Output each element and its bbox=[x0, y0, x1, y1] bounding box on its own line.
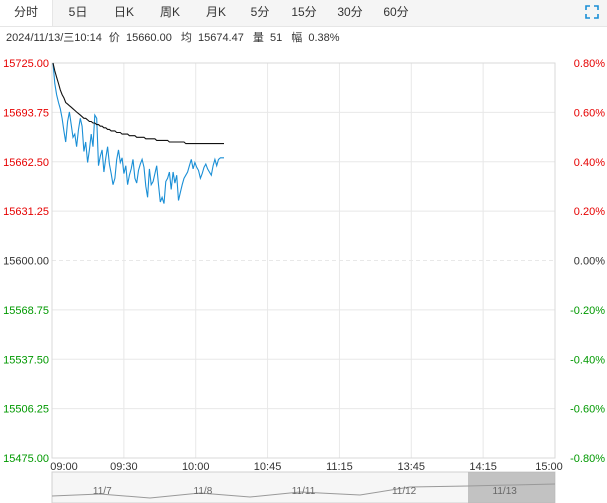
range-navigator: 11/7 11/8 11/11 11/12 11/13 bbox=[51, 471, 556, 503]
x-tick-label: 15:00 bbox=[535, 461, 563, 473]
tab-60min[interactable]: 60分 bbox=[383, 5, 409, 19]
y-tick-label-left: 15475.00 bbox=[3, 453, 49, 465]
fullscreen-icon[interactable] bbox=[585, 5, 599, 19]
navigator-mini-line bbox=[51, 483, 556, 499]
y-axis-left: 15725.00 15693.75 15662.50 15631.25 15600.00… bbox=[3, 58, 49, 465]
y-tick-label-left: 15568.75 bbox=[3, 305, 49, 317]
y-tick-label-left: 15537.50 bbox=[3, 354, 49, 366]
tab-weekly-k[interactable]: 周K bbox=[159, 5, 180, 19]
y-tick-label-left: 15725.00 bbox=[3, 58, 49, 70]
change-label: 幅 bbox=[291, 32, 303, 44]
avg-label: 均 bbox=[180, 32, 192, 44]
y-axis-right: 0.80% 0.60% 0.40% 0.20% 0.00% -0.20% -0.40% -0.… bbox=[570, 58, 605, 465]
x-axis: 09:00 09:30 10:00 10:45 11:15 13:45 14:15 15:00 bbox=[50, 461, 563, 473]
x-tick-label: 14:15 bbox=[469, 461, 497, 473]
volume-value: 51 bbox=[269, 32, 283, 44]
quote-info-bar: 2024/11/13/三10:14 价 15660.00 均 15674.47 … bbox=[0, 28, 607, 48]
y-tick-label-right: 0.60% bbox=[574, 107, 605, 119]
x-tick-label: 10:00 bbox=[182, 461, 210, 473]
y-tick-label-left: 15600.00 bbox=[3, 256, 49, 268]
y-tick-label-right: 0.80% bbox=[574, 58, 605, 70]
y-tick-label-right: 0.40% bbox=[574, 157, 605, 169]
y-tick-label-right: -0.60% bbox=[570, 404, 605, 416]
tab-monthly-k[interactable]: 月K bbox=[205, 5, 226, 19]
y-tick-label-right: 0.20% bbox=[574, 206, 605, 218]
plot-border bbox=[51, 62, 556, 459]
quote-datetime: 2024/11/13/三10:14 bbox=[6, 32, 102, 44]
chart-grid bbox=[51, 62, 556, 459]
tab-timeshare[interactable]: 分时 bbox=[0, 0, 53, 26]
x-tick-label: 10:45 bbox=[254, 461, 282, 473]
x-tick-label: 09:30 bbox=[110, 461, 138, 473]
x-tick-label: 09:00 bbox=[50, 461, 78, 473]
navigator-date-label: 11/7 bbox=[93, 486, 112, 497]
y-tick-label-right: -0.80% bbox=[570, 453, 605, 465]
tab-15min[interactable]: 15分 bbox=[291, 5, 317, 19]
y-tick-label-left: 15631.25 bbox=[3, 206, 49, 218]
price-line bbox=[52, 62, 224, 204]
avg-price-line bbox=[52, 62, 224, 145]
x-tick-label: 11:15 bbox=[326, 461, 353, 473]
tab-daily-k[interactable]: 日K bbox=[113, 5, 134, 19]
navigator-date-label: 11/13 bbox=[493, 486, 518, 497]
price-value: 15660.00 bbox=[125, 32, 172, 44]
period-tabs: 分时 5日 日K 周K 月K 5分 15分 30分 60分 bbox=[0, 0, 607, 27]
timeshare-chart[interactable]: 15725.00 15693.75 15662.50 15631.25 15600.00… bbox=[0, 50, 607, 503]
navigator-date-label: 11/12 bbox=[392, 486, 417, 497]
volume-label: 量 bbox=[252, 32, 264, 44]
y-tick-label-right: 0.00% bbox=[574, 256, 605, 268]
tab-5day[interactable]: 5日 bbox=[68, 5, 88, 19]
change-value: 0.38% bbox=[308, 32, 340, 44]
y-tick-label-left: 15662.50 bbox=[3, 157, 49, 169]
y-tick-label-left: 15506.25 bbox=[3, 404, 49, 416]
tab-30min[interactable]: 30分 bbox=[337, 5, 363, 19]
x-tick-label: 13:45 bbox=[398, 461, 426, 473]
chart-series bbox=[52, 62, 224, 204]
avg-value: 15674.47 bbox=[197, 32, 244, 44]
navigator-selected-window bbox=[468, 472, 555, 503]
y-tick-label-right: -0.20% bbox=[570, 305, 605, 317]
navigator-date-label: 11/8 bbox=[194, 486, 213, 497]
y-tick-label-left: 15693.75 bbox=[3, 107, 49, 119]
price-label: 价 bbox=[108, 32, 120, 44]
y-tick-label-right: -0.40% bbox=[570, 354, 605, 366]
tab-5min[interactable]: 5分 bbox=[250, 5, 270, 19]
navigator-date-label: 11/11 bbox=[292, 486, 316, 497]
